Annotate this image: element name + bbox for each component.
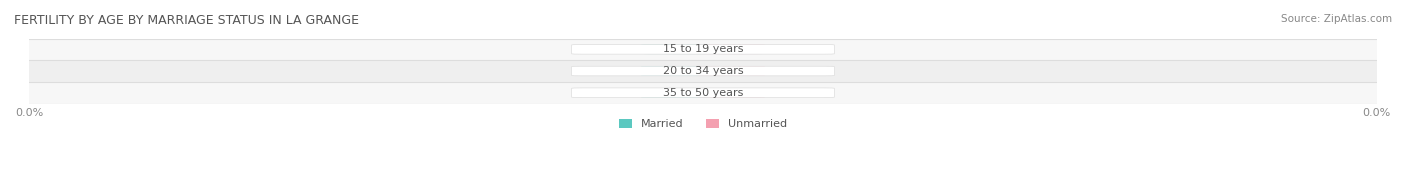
Bar — [30, 39, 1376, 60]
Text: 0.0%: 0.0% — [717, 66, 745, 76]
FancyBboxPatch shape — [641, 66, 709, 76]
Text: 0.0%: 0.0% — [661, 44, 689, 54]
Text: 0.0%: 0.0% — [661, 66, 689, 76]
Bar — [30, 60, 1376, 82]
FancyBboxPatch shape — [697, 88, 765, 97]
FancyBboxPatch shape — [572, 44, 834, 54]
Text: 0.0%: 0.0% — [661, 88, 689, 98]
FancyBboxPatch shape — [572, 88, 834, 97]
Text: 35 to 50 years: 35 to 50 years — [662, 88, 744, 98]
FancyBboxPatch shape — [572, 66, 834, 76]
Text: 15 to 19 years: 15 to 19 years — [662, 44, 744, 54]
FancyBboxPatch shape — [697, 45, 765, 54]
Text: 0.0%: 0.0% — [717, 44, 745, 54]
FancyBboxPatch shape — [641, 88, 709, 97]
Legend: Married, Unmarried: Married, Unmarried — [614, 114, 792, 134]
Text: 20 to 34 years: 20 to 34 years — [662, 66, 744, 76]
Text: Source: ZipAtlas.com: Source: ZipAtlas.com — [1281, 14, 1392, 24]
FancyBboxPatch shape — [697, 66, 765, 76]
FancyBboxPatch shape — [641, 45, 709, 54]
Bar — [30, 82, 1376, 103]
Text: FERTILITY BY AGE BY MARRIAGE STATUS IN LA GRANGE: FERTILITY BY AGE BY MARRIAGE STATUS IN L… — [14, 14, 359, 27]
Text: 0.0%: 0.0% — [717, 88, 745, 98]
